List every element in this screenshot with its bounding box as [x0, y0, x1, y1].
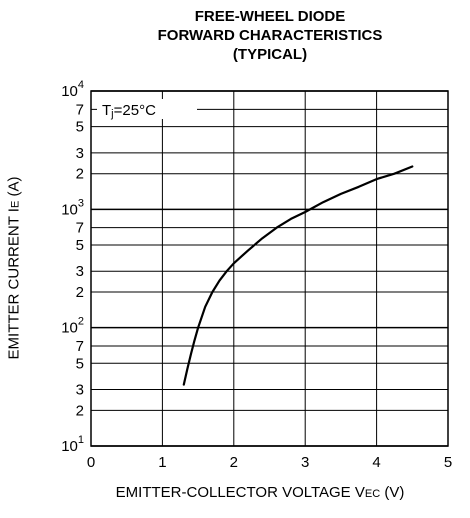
- y-tick-exponent: 3: [78, 197, 84, 209]
- y-tick-label: 5: [76, 119, 84, 136]
- y-tick-label: 101: [61, 434, 84, 455]
- y-tick-label: 3: [76, 145, 84, 162]
- annotation-subscript: j: [110, 108, 113, 120]
- x-tick-labels: 0 1 2 3 4 5: [87, 454, 452, 471]
- y-tick-label: 104: [61, 79, 84, 100]
- temperature-annotation: Tj=25°C: [102, 102, 156, 120]
- y-tick-label: 2: [76, 166, 84, 183]
- annotation-backdrop: [97, 99, 197, 119]
- x-axis-label-unit: (V): [380, 484, 405, 501]
- x-tick-label: 2: [230, 454, 238, 471]
- y-tick-label: 5: [76, 237, 84, 254]
- y-axis-label-main: EMITTER CURRENT I: [5, 208, 23, 360]
- chart-title-line-1: FREE-WHEEL DIODE: [194, 8, 346, 25]
- y-axis-label-subscript: E: [9, 200, 22, 209]
- y-tick-exponent: 1: [78, 434, 84, 446]
- y-tick-label: 3: [76, 263, 84, 280]
- series-line: [182, 165, 414, 386]
- y-tick-label: 5: [76, 355, 84, 372]
- y-tick-label: 7: [76, 101, 84, 118]
- y-tick-exponent: 2: [78, 316, 84, 328]
- x-axis-label-main: EMITTER-COLLECTOR VOLTAGE V: [115, 484, 365, 501]
- y-tick-label: 2: [76, 284, 84, 301]
- grid: [90, 90, 449, 447]
- y-axis-label: EMITTER CURRENT IE (A): [6, 177, 23, 360]
- x-axis-label: EMITTER-COLLECTOR VOLTAGE VEC (V): [60, 484, 460, 501]
- y-tick-label: 103: [61, 197, 84, 218]
- series-group: [182, 165, 414, 386]
- x-tick-label: 4: [372, 454, 380, 471]
- y-tick-base: 10: [61, 83, 78, 100]
- y-tick-base: 10: [61, 201, 78, 218]
- y-tick-label: 7: [76, 220, 84, 237]
- chart-title-line-3: (TYPICAL): [232, 46, 308, 63]
- x-tick-label: 5: [444, 454, 452, 471]
- annotation-prefix: T: [102, 102, 111, 119]
- y-tick-label: 2: [76, 402, 84, 419]
- chart-title-line-2: FORWARD CHARACTERISTICS: [157, 27, 383, 44]
- y-tick-label: 7: [76, 338, 84, 355]
- y-tick-base: 10: [61, 320, 78, 337]
- y-tick-base: 10: [61, 438, 78, 455]
- y-tick-exponent: 4: [78, 79, 84, 91]
- x-tick-label: 0: [87, 454, 95, 471]
- x-tick-label: 1: [158, 454, 166, 471]
- x-tick-label: 3: [301, 454, 309, 471]
- annotation-suffix: =25°C: [114, 102, 156, 119]
- y-axis-label-unit: (A): [5, 176, 23, 201]
- plot-frame: [90, 90, 449, 447]
- y-tick-label: 3: [76, 382, 84, 399]
- y-tick-label: 102: [61, 316, 84, 337]
- x-axis-label-subscript: EC: [364, 488, 381, 500]
